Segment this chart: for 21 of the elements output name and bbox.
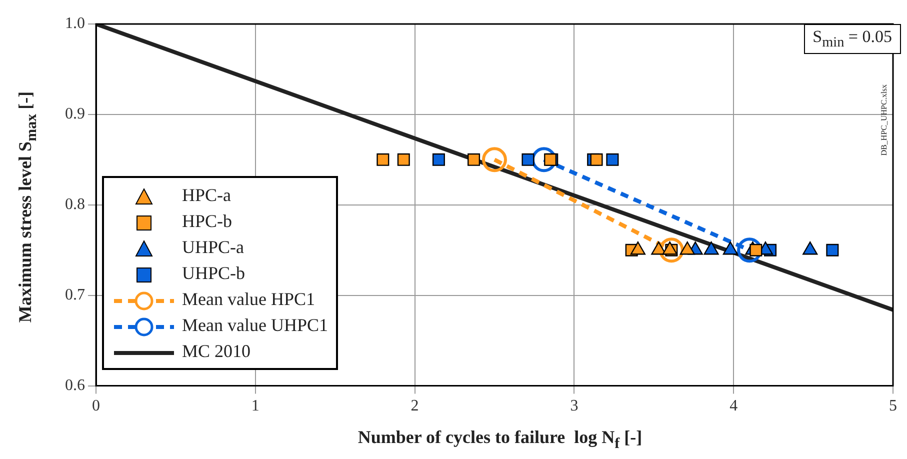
legend-label: UHPC-a bbox=[181, 236, 245, 259]
annotation: DB_HPC_UHPC.xlsx bbox=[880, 84, 888, 156]
y-tick-label: 0.8 bbox=[65, 196, 85, 214]
annotation: S$_{min}$ = 0.05 bbox=[804, 24, 901, 54]
y-tick-label: 0.6 bbox=[65, 377, 85, 394]
x-tick-label: 5 bbox=[889, 398, 897, 415]
legend-label: Mean value HPC1 bbox=[181, 288, 316, 311]
x-tick-label: 2 bbox=[410, 398, 419, 415]
y-tick-label: 0.9 bbox=[65, 106, 85, 123]
x-tick-label: 1 bbox=[251, 398, 260, 415]
x-axis-title: Number of cycles to failure log N$_{f}$ [-] bbox=[358, 427, 642, 453]
x-tick-label: 0 bbox=[92, 398, 100, 415]
legend-label: Mean value UHPC1 bbox=[181, 314, 328, 337]
legend-label: HPC-a bbox=[181, 184, 232, 207]
x-tick-label: 3 bbox=[570, 398, 578, 415]
x-tick-label: 4 bbox=[730, 398, 738, 415]
legend-label: UHPC-b bbox=[181, 262, 246, 285]
legend-label: HPC-b bbox=[181, 210, 234, 233]
y-tick-label: 1.0 bbox=[65, 15, 85, 32]
y-tick-label: 0.7 bbox=[65, 286, 85, 304]
legend-label: MC 2010 bbox=[181, 340, 252, 363]
